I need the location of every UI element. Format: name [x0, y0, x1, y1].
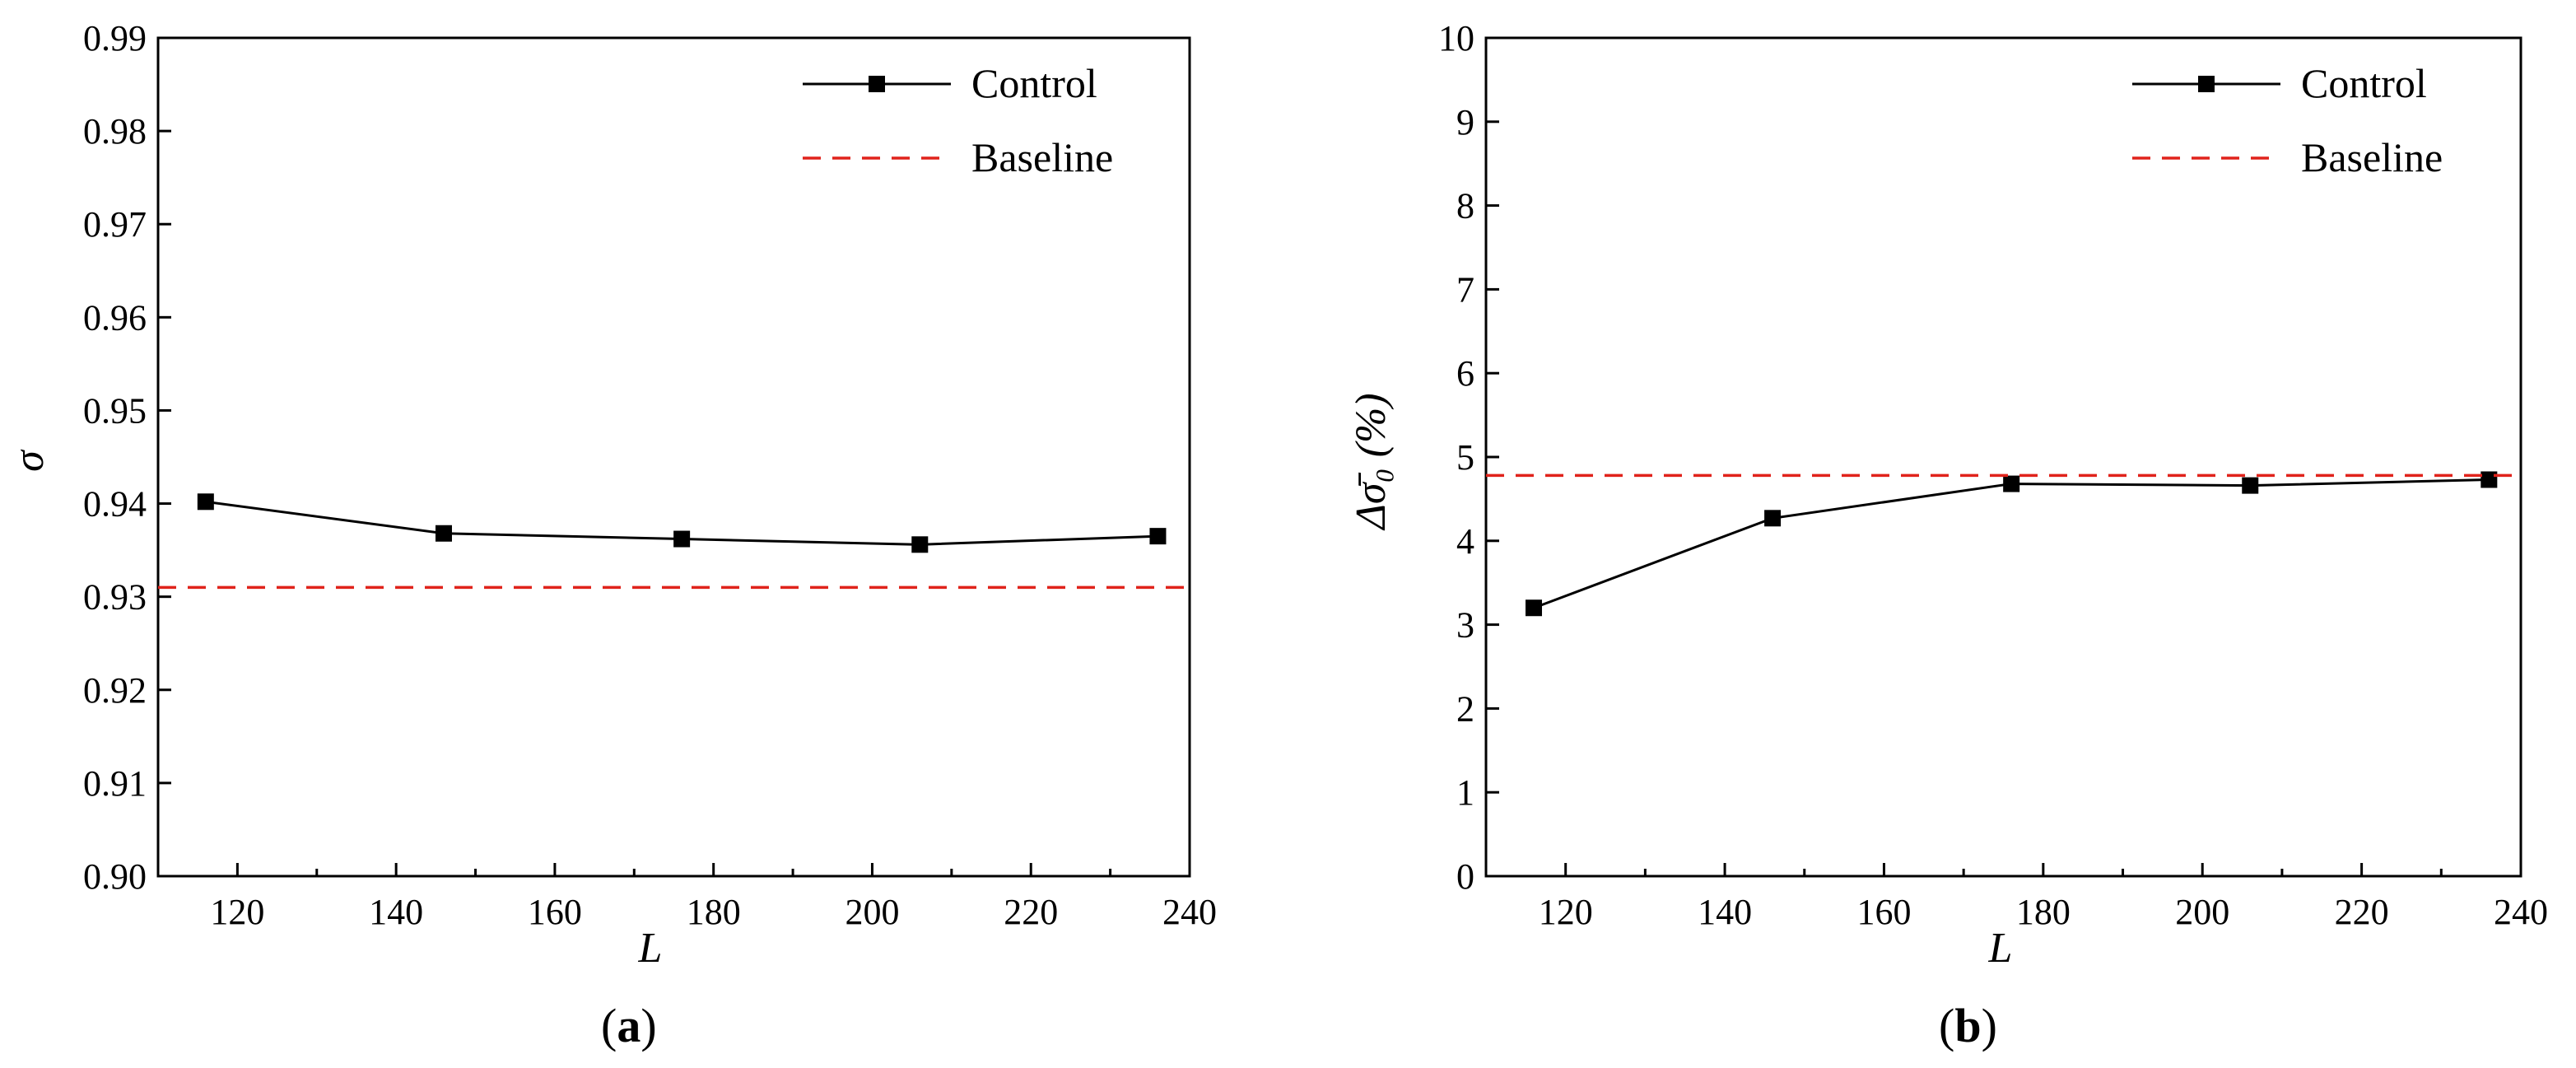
legend-control-marker: [869, 76, 885, 92]
x-tick-label: 160: [528, 892, 582, 932]
x-tick-label: 120: [210, 892, 264, 932]
legend-baseline-label: Baseline: [2301, 134, 2443, 180]
control-point: [435, 525, 452, 542]
panel-label-open: (: [601, 999, 617, 1052]
y-tick-label: 3: [1456, 605, 1474, 646]
legend-control-marker: [2198, 76, 2215, 92]
control-point: [2003, 475, 2020, 492]
panel-label-letter: a: [617, 999, 641, 1052]
x-axis-title: L: [1988, 925, 2013, 972]
legend-control-label: Control: [971, 60, 1097, 106]
y-tick-label: 0.96: [83, 297, 147, 338]
panel-label-open: (: [1939, 999, 1954, 1052]
control-point: [2481, 471, 2498, 488]
y-tick-label: 6: [1456, 353, 1474, 394]
y-tick-label: 0.95: [83, 390, 147, 431]
y-tick-label: 0: [1456, 856, 1474, 897]
x-tick-label: 220: [1004, 892, 1058, 932]
x-axis-title: L: [638, 925, 663, 972]
control-point: [911, 536, 929, 553]
legend-baseline-label: Baseline: [971, 134, 1113, 180]
control-point: [197, 493, 214, 511]
y-tick-label: 0.94: [83, 484, 147, 525]
x-tick-label: 140: [369, 892, 423, 932]
chart-panel-b: 120 140 160 180 200 220 240 0 1 2 3 4 5 6 7 8 9 10 L Δσ̄₀ (…: [1348, 18, 2548, 1052]
y-tick-label: 0.98: [83, 111, 147, 152]
y-tick-label: 9: [1456, 102, 1474, 142]
x-tick-label: 180: [687, 892, 741, 932]
y-tick-label: 0.90: [83, 856, 147, 897]
x-tick-label: 240: [1162, 892, 1217, 932]
x-tick-label: 160: [1856, 892, 1911, 932]
y-tick-label: 1: [1456, 772, 1474, 813]
control-point: [1149, 528, 1167, 545]
y-tick-label: 7: [1456, 269, 1474, 310]
panel-label-close: ): [641, 999, 656, 1052]
x-tick-label: 220: [2335, 892, 2389, 932]
y-tick-label: 0.92: [83, 670, 147, 711]
panel-label: (b): [1939, 999, 1997, 1052]
x-tick-label: 200: [2175, 892, 2229, 932]
y-tick-label: 0.93: [83, 577, 147, 618]
y-axis-title: Δσ̄₀ (%): [1348, 393, 1395, 530]
y-tick-label: 4: [1456, 521, 1474, 562]
panel-label-close: ): [1982, 999, 1997, 1052]
control-point: [2242, 477, 2259, 494]
panel-label-letter: b: [1954, 999, 1981, 1052]
y-tick-label: 0.97: [83, 204, 147, 245]
control-point: [1764, 510, 1782, 527]
x-tick-label: 240: [2494, 892, 2548, 932]
control-point: [1526, 599, 1543, 617]
x-tick-label: 120: [1539, 892, 1593, 932]
y-tick-label: 0.91: [83, 763, 147, 804]
x-tick-label: 200: [845, 892, 899, 932]
control-point: [673, 530, 691, 548]
panel-label: (a): [601, 999, 657, 1052]
y-tick-label: 2: [1456, 688, 1474, 729]
control-line: [1533, 478, 2490, 609]
y-tick-label: 10: [1438, 18, 1474, 58]
chart-panel-a: 120 140 160 180 200 220 240 0.90 0.91 0.92 0.93 0.9…: [6, 18, 1217, 1052]
y-axis-title: σ: [6, 449, 53, 472]
y-tick-label: 5: [1456, 437, 1474, 478]
y-tick-label: 8: [1456, 186, 1474, 226]
x-tick-label: 180: [2016, 892, 2071, 932]
y-tick-label: 0.99: [83, 18, 147, 58]
legend-control-label: Control: [2301, 60, 2427, 106]
x-tick-label: 140: [1698, 892, 1752, 932]
plot-frame: [156, 36, 1191, 878]
